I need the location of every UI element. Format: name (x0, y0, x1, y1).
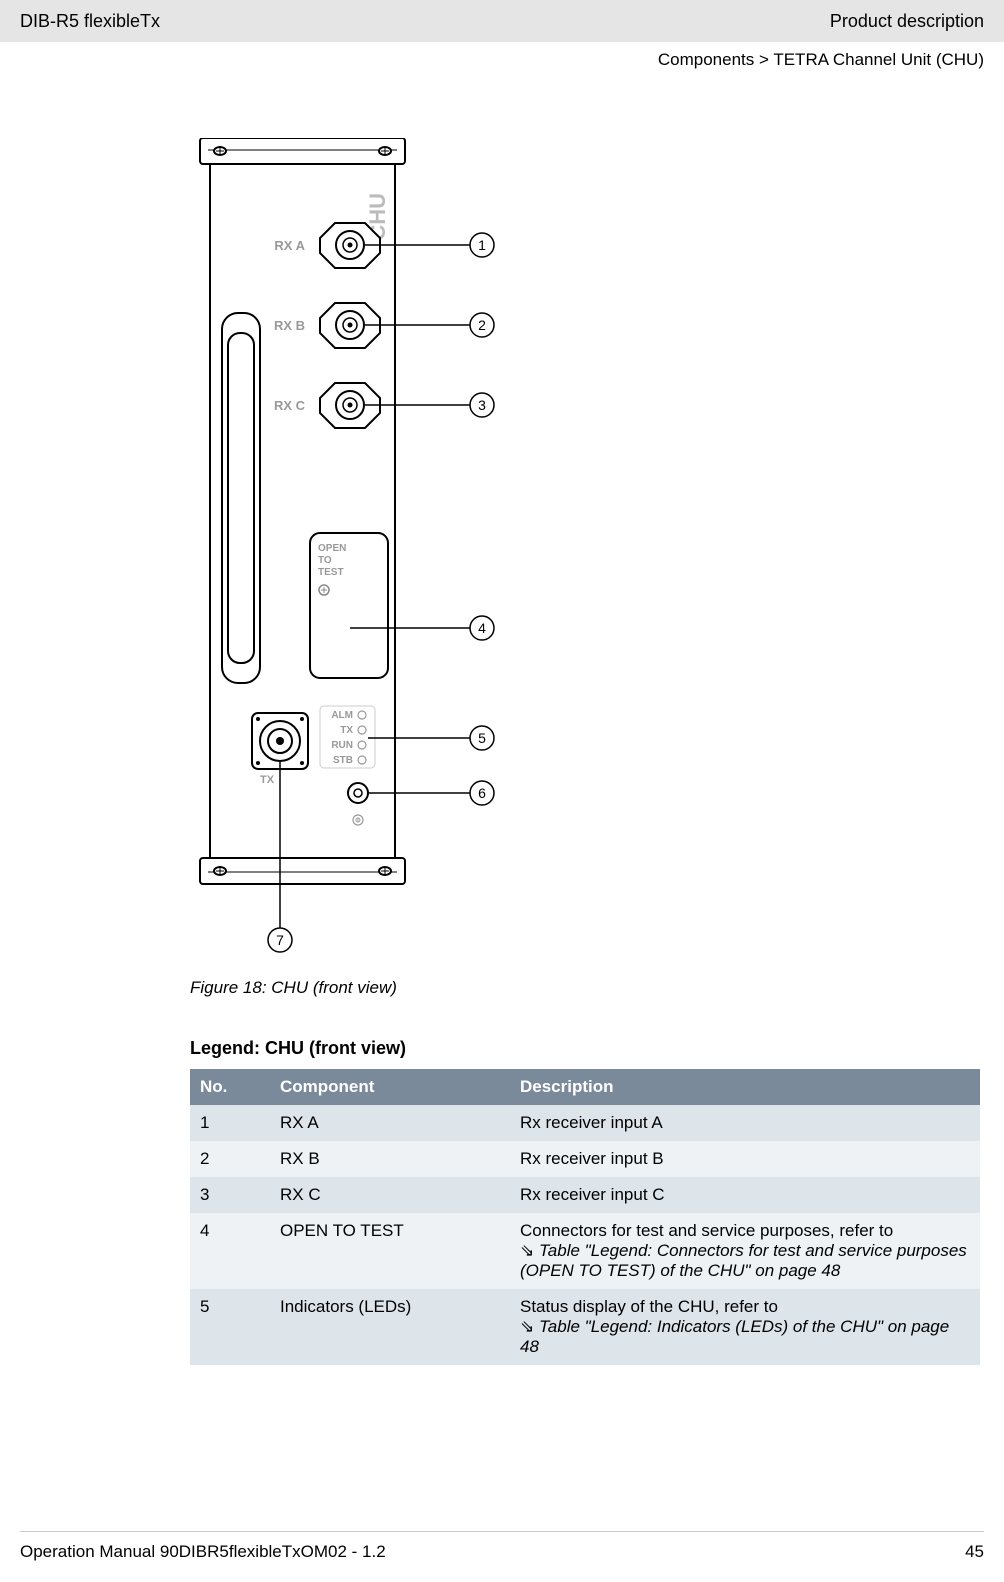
breadcrumb: Components > TETRA Channel Unit (CHU) (0, 42, 1004, 78)
callout-2: 2 (478, 317, 486, 333)
figure-caption: Figure 18: CHU (front view) (190, 978, 1004, 998)
callout-5: 5 (478, 730, 486, 746)
header-product: DIB-R5 flexibleTx (20, 11, 160, 32)
table-row: 5 Indicators (LEDs) Status display of th… (190, 1289, 980, 1365)
th-description: Description (510, 1069, 980, 1105)
svg-text:OPEN: OPEN (318, 543, 346, 554)
table-row: 4 OPEN TO TEST Connectors for test and s… (190, 1213, 980, 1289)
legend-table: No. Component Description 1 RX A Rx rece… (190, 1069, 980, 1365)
svg-text:TX: TX (340, 725, 353, 736)
callout-3: 3 (478, 397, 486, 413)
svg-text:TX: TX (260, 774, 275, 786)
legend-title: Legend: CHU (front view) (190, 1038, 1004, 1059)
svg-text:RUN: RUN (331, 740, 353, 751)
open-to-test-panel: OPEN TO TEST (310, 533, 388, 678)
link-icon: ⇘ (520, 1317, 539, 1336)
header-bar: DIB-R5 flexibleTx Product description (0, 0, 1004, 42)
table-row: 2 RX B Rx receiver input B (190, 1141, 980, 1177)
th-component: Component (270, 1069, 510, 1105)
svg-text:ALM: ALM (331, 710, 353, 721)
footer-page: 45 (965, 1542, 984, 1562)
svg-text:TEST: TEST (318, 567, 344, 578)
header-section: Product description (830, 11, 984, 32)
callout-6: 6 (478, 785, 486, 801)
svg-text:STB: STB (333, 755, 353, 766)
table-row: 3 RX C Rx receiver input C (190, 1177, 980, 1213)
callout-4: 4 (478, 620, 486, 636)
footer: Operation Manual 90DIBR5flexibleTxOM02 -… (20, 1531, 984, 1562)
svg-text:TO: TO (318, 555, 332, 566)
footer-manual: Operation Manual 90DIBR5flexibleTxOM02 -… (20, 1542, 386, 1562)
th-no: No. (190, 1069, 270, 1105)
link-icon: ⇘ (520, 1241, 539, 1260)
svg-text:RX C: RX C (274, 398, 306, 413)
callout-7: 7 (276, 932, 284, 948)
callout-1: 1 (478, 237, 486, 253)
figure-chu-front: CHU RX A RX B RX C (190, 138, 570, 968)
svg-text:RX A: RX A (274, 238, 305, 253)
table-row: 1 RX A Rx receiver input A (190, 1105, 980, 1141)
device-handle (222, 313, 260, 683)
svg-text:RX B: RX B (274, 318, 305, 333)
